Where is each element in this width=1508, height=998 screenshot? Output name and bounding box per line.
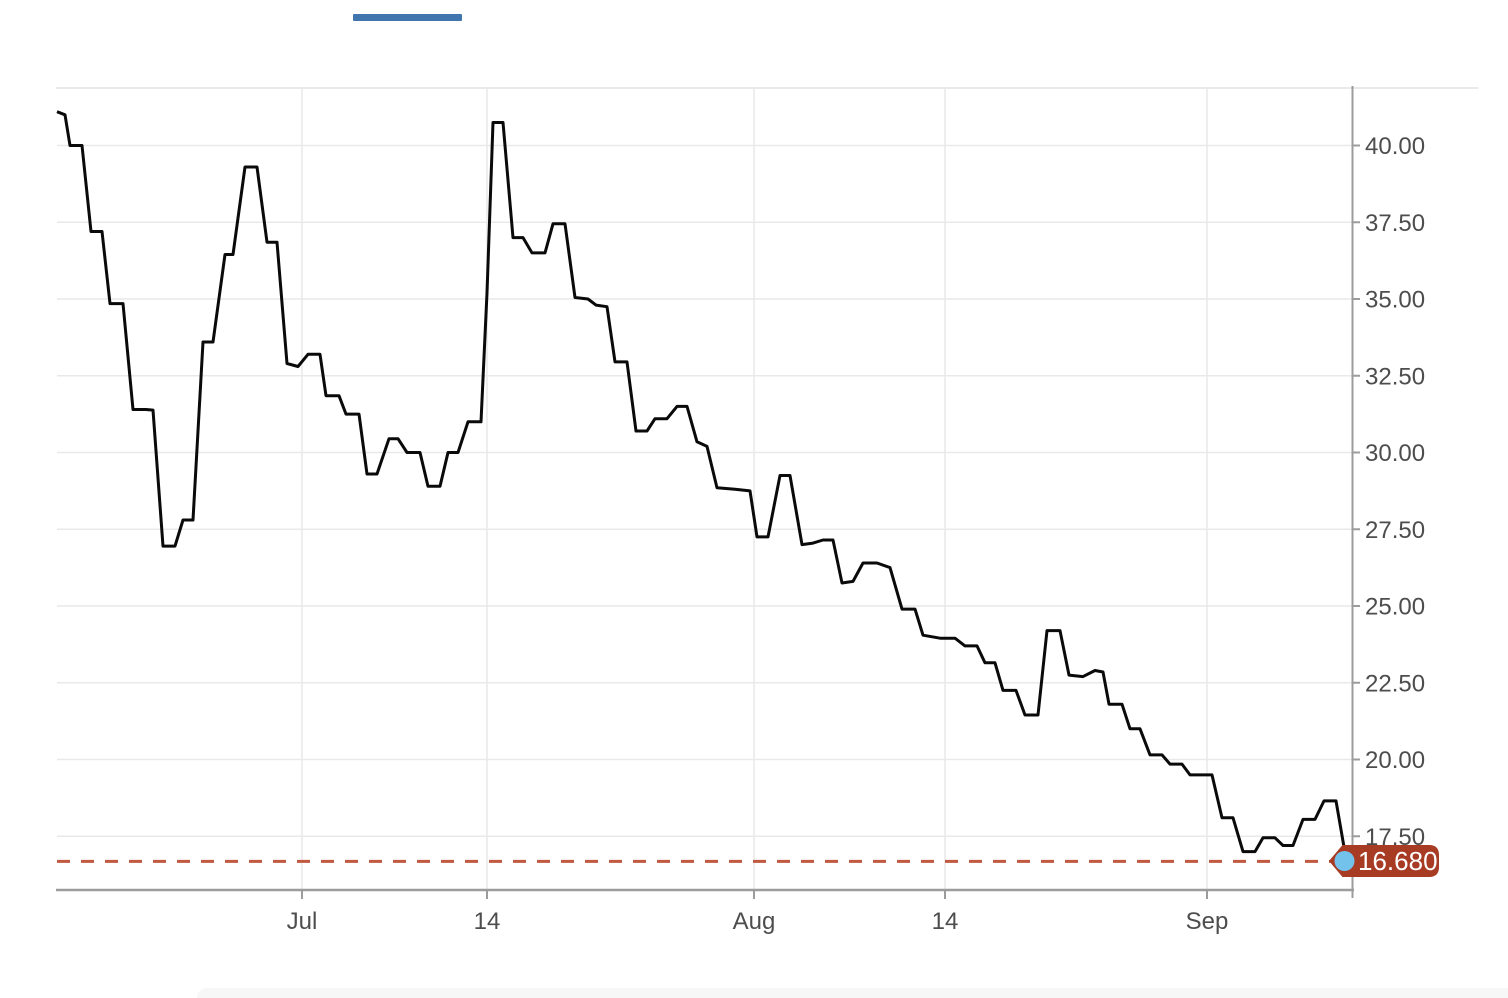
y-axis-tick-label: 20.00 (1365, 747, 1425, 774)
y-axis-tick-label: 30.00 (1365, 440, 1425, 467)
x-axis-tick-label: Jul (287, 908, 318, 935)
active-tab-indicator[interactable] (353, 14, 462, 21)
last-price-dot (1334, 851, 1355, 872)
x-axis-tick-label: 14 (474, 908, 501, 935)
bottom-panel-edge (197, 988, 1508, 998)
last-price-badge: 16.680 (1329, 845, 1439, 878)
chart-grid (56, 87, 1478, 890)
y-axis-tick-label: 32.50 (1365, 363, 1425, 390)
x-axis-tick-label: Aug (733, 908, 776, 935)
y-axis-tick-label: 25.00 (1365, 594, 1425, 621)
y-axis-tick-label: 37.50 (1365, 210, 1425, 237)
axis-labels: 40.00 37.50 35.00 32.50 30.00 27.50 25.00 22.50… (287, 133, 1425, 935)
y-axis-tick-label: 27.50 (1365, 517, 1425, 544)
last-price-label: 16.680 (1358, 846, 1438, 876)
badge-pointer-shape (1329, 845, 1439, 878)
y-axis-tick-label: 22.50 (1365, 670, 1425, 697)
x-axis-tick-label: Sep (1186, 908, 1229, 935)
chart-axes (56, 86, 1360, 899)
x-axis-tick-label: 14 (932, 908, 959, 935)
y-axis-tick-label: 35.00 (1365, 287, 1425, 314)
price-series-line (56, 110, 1350, 862)
y-axis-tick-label: 40.00 (1365, 133, 1425, 160)
